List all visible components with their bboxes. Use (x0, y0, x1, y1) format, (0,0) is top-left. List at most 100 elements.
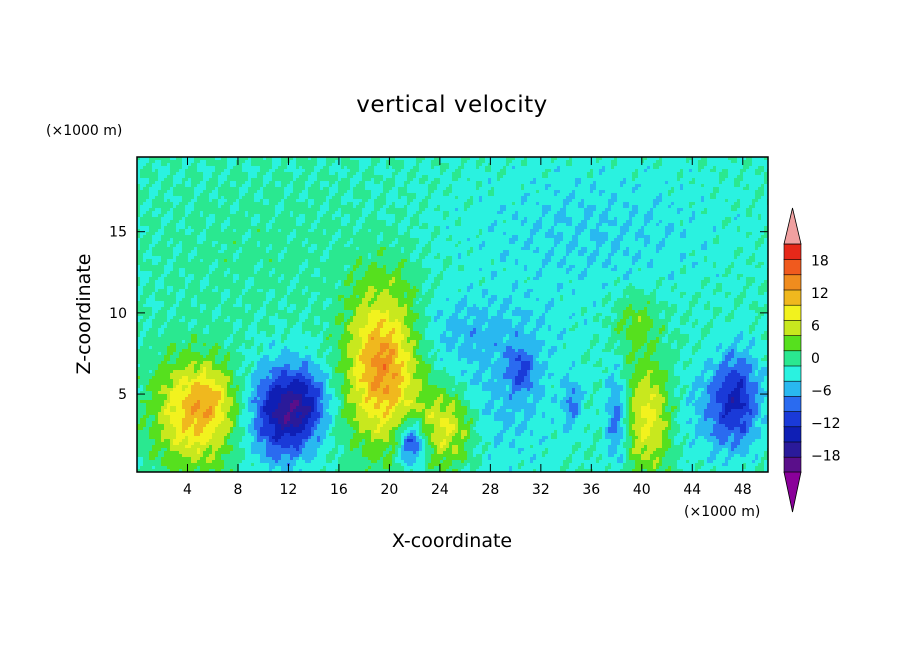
contour-cell (179, 208, 182, 211)
contour-cell (425, 199, 428, 202)
contour-cell (329, 175, 332, 178)
contour-cell (413, 163, 416, 166)
contour-cell (335, 175, 338, 178)
contour-cell (620, 217, 623, 220)
contour-cell (716, 220, 719, 223)
contour-cell (671, 166, 674, 169)
contour-cell (593, 223, 596, 226)
contour-cell (575, 223, 578, 226)
contour-cell (167, 199, 170, 202)
contour-cell (245, 205, 248, 208)
contour-cell (221, 187, 224, 190)
contour-cell (272, 211, 275, 214)
contour-cell (608, 175, 611, 178)
contour-cell (344, 217, 347, 220)
contour-cell (590, 214, 593, 217)
contour-cell (752, 208, 755, 211)
contour-cell (509, 184, 512, 187)
contour-cell (164, 202, 167, 205)
contour-cell (542, 211, 545, 214)
contour-cell (749, 184, 752, 187)
contour-cell (458, 172, 461, 175)
contour-cell (572, 220, 575, 223)
contour-cell (434, 199, 437, 202)
contour-cell (164, 178, 167, 181)
contour-cell (452, 166, 455, 169)
contour-cell (353, 169, 356, 172)
contour-cell (662, 193, 665, 196)
contour-cell (341, 184, 344, 187)
contour-cell (476, 223, 479, 226)
contour-cell (695, 205, 698, 208)
contour-cell (182, 193, 185, 196)
contour-cell (281, 193, 284, 196)
contour-cell (347, 163, 350, 166)
contour-cell (284, 181, 287, 184)
contour-cell (686, 178, 689, 181)
contour-cell (671, 169, 674, 172)
contour-cell (692, 184, 695, 187)
contour-cell (506, 220, 509, 223)
contour-cell (161, 199, 164, 202)
contour-cell (617, 223, 620, 226)
contour-cell (440, 214, 443, 217)
contour-cell (275, 169, 278, 172)
contour-cell (338, 190, 341, 193)
contour-cell (677, 220, 680, 223)
contour-cell (629, 160, 632, 163)
contour-cell (344, 166, 347, 169)
contour-cell (416, 193, 419, 196)
contour-cell (650, 166, 653, 169)
contour-cell (719, 166, 722, 169)
contour-cell (389, 178, 392, 181)
contour-cell (251, 160, 254, 163)
contour-cell (560, 226, 563, 229)
contour-cell (752, 199, 755, 202)
contour-cell (731, 169, 734, 172)
contour-cell (422, 196, 425, 199)
contour-cell (287, 220, 290, 223)
contour-cell (452, 169, 455, 172)
contour-cell (176, 196, 179, 199)
contour-cell (341, 199, 344, 202)
contour-cell (275, 190, 278, 193)
contour-cell (509, 217, 512, 220)
contour-cell (548, 166, 551, 169)
contour-cell (395, 178, 398, 181)
contour-cell (590, 190, 593, 193)
contour-cell (515, 205, 518, 208)
contour-cell (230, 208, 233, 211)
contour-cell (665, 220, 668, 223)
contour-cell (476, 166, 479, 169)
contour-cell (440, 196, 443, 199)
contour-cell (698, 184, 701, 187)
contour-cell (716, 196, 719, 199)
contour-cell (692, 214, 695, 217)
contour-cell (602, 184, 605, 187)
contour-cell (485, 220, 488, 223)
contour-cell (143, 211, 146, 214)
contour-cell (155, 199, 158, 202)
contour-cell (191, 220, 194, 223)
contour-cell (440, 163, 443, 166)
contour-cell (656, 172, 659, 175)
contour-cell (170, 178, 173, 181)
contour-cell (341, 193, 344, 196)
contour-cell (503, 163, 506, 166)
contour-cell (362, 199, 365, 202)
contour-cell (533, 184, 536, 187)
contour-cell (215, 211, 218, 214)
contour-cell (242, 196, 245, 199)
contour-cell (752, 172, 755, 175)
contour-cell (761, 163, 764, 166)
contour-cell (677, 214, 680, 217)
contour-cell (350, 199, 353, 202)
contour-cell (725, 217, 728, 220)
contour-cell (479, 181, 482, 184)
contour-cell (563, 172, 566, 175)
contour-cell (341, 175, 344, 178)
contour-cell (755, 166, 758, 169)
contour-cell (239, 166, 242, 169)
contour-cell (374, 214, 377, 217)
contour-cell (659, 208, 662, 211)
